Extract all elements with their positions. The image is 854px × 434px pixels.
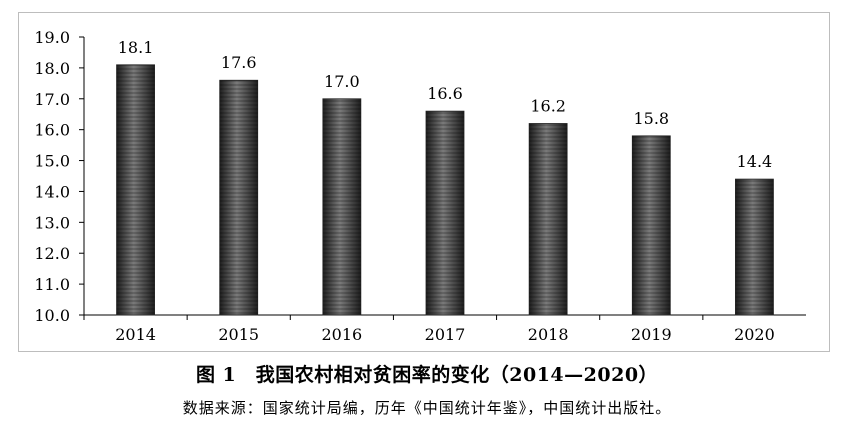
x-tick-label-2017: 2017 <box>425 325 466 344</box>
x-tick-label-2014: 2014 <box>115 325 156 344</box>
y-tick-label: 16.0 <box>34 121 70 140</box>
y-tick-label: 13.0 <box>34 213 70 232</box>
data-label-2015: 17.6 <box>221 53 257 72</box>
bar-texture <box>219 80 258 315</box>
bar-texture <box>426 111 464 315</box>
data-label-2020: 14.4 <box>737 152 773 171</box>
x-axis: 2014 2015 2016 2017 2018 2019 2020 <box>83 314 806 344</box>
x-tick-label-2018: 2018 <box>528 325 569 344</box>
y-tick-label: 19.0 <box>34 28 70 47</box>
y-tick-label: 12.0 <box>34 244 70 263</box>
data-label-2017: 16.6 <box>427 84 463 103</box>
bar-texture <box>116 64 155 315</box>
data-label-2019: 15.8 <box>633 109 669 128</box>
x-tick-label-2020: 2020 <box>734 325 775 344</box>
data-label-2018: 16.2 <box>530 96 566 115</box>
data-label-2014: 18.1 <box>118 38 154 57</box>
y-tick-label: 18.0 <box>34 59 70 78</box>
data-source-note: 数据来源：国家统计局编，历年《中国统计年鉴》，中国统计出版社。 <box>182 399 672 417</box>
x-tick-label-2019: 2019 <box>631 325 672 344</box>
chart-frame <box>18 12 830 352</box>
y-tick-label: 11.0 <box>34 275 70 294</box>
bar-texture <box>529 123 568 315</box>
bar-texture <box>735 179 774 315</box>
data-label-2016: 17.0 <box>324 72 360 91</box>
bar-texture <box>632 135 671 315</box>
x-tick-label-2016: 2016 <box>321 325 362 344</box>
bars: 18.1 17.6 17.0 16.6 16.2 15.8 14.4 <box>116 38 774 316</box>
y-tick-label: 10.0 <box>34 306 70 325</box>
y-tick-label: 17.0 <box>34 90 70 109</box>
bar-texture <box>322 98 361 316</box>
figure-caption: 图 1 我国农村相对贫困率的变化（2014—2020） <box>195 364 659 386</box>
y-tick-label: 15.0 <box>34 152 70 171</box>
y-tick-label: 14.0 <box>34 182 70 201</box>
bar-chart: 10.0 11.0 12.0 13.0 14.0 15.0 16.0 17.0 18.0 19.0… <box>34 28 806 344</box>
y-axis: 10.0 11.0 12.0 13.0 14.0 15.0 16.0 17.0 18.0 19.0 <box>34 28 85 325</box>
x-tick-label-2015: 2015 <box>218 325 259 344</box>
